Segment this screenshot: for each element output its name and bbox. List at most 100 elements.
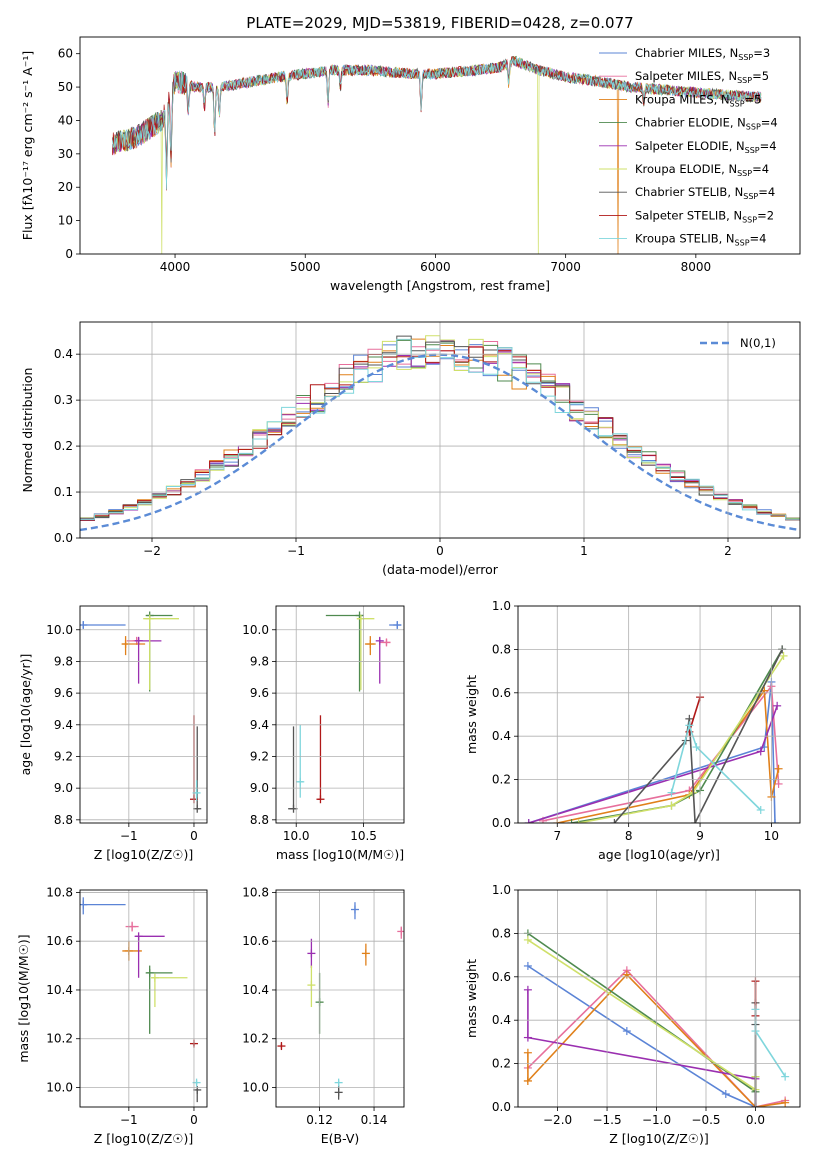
plot-area-weight-vs-age: [524, 645, 788, 823]
plot-area-spectrum: [112, 55, 762, 254]
x-axis-label: Z [log10(Z/Z☉)]: [609, 1131, 709, 1146]
x-axis-label: (data-model)/error: [382, 562, 499, 577]
panel-mass-vs-ebv: 0.12 0.14 10.0 10.2 10.4 10.6 10.8 E(B-V): [242, 885, 405, 1146]
tick-label-y: 10.0: [46, 623, 73, 637]
tick-label-y: 9.2: [54, 749, 73, 763]
tick-label-y: 50: [58, 80, 73, 94]
tick-label-y: 0.0: [492, 816, 511, 830]
tick-label-y: 9.0: [250, 781, 269, 795]
tick-label-y: 10.8: [46, 885, 73, 899]
tick-label-x: −1: [120, 1113, 138, 1127]
tick-label-y: 20: [58, 180, 73, 194]
tick-label-y: 40: [58, 113, 73, 127]
panel-weight-vs-age: 7 8 9 10 0.0 0.2 0.4 0.6 0.8 1.0 age [log10(age/yr…: [464, 599, 801, 862]
tick-label-x: 1: [580, 544, 588, 558]
tick-label-x: 0.0: [746, 1113, 765, 1127]
tick-label-y: 9.0: [54, 781, 73, 795]
legend-label: Chabrier MILES, NSSP=3: [635, 46, 770, 62]
figure-title: PLATE=2029, MJD=53819, FIBERID=0428, z=0…: [246, 14, 633, 32]
tick-label-y: 0.6: [492, 970, 511, 984]
tick-label-x: 4000: [160, 260, 191, 274]
spectrum-line: [112, 56, 762, 190]
tick-label-y: 0.0: [54, 531, 73, 545]
tick-label-x: −2.0: [543, 1113, 572, 1127]
tick-label-y: 0.8: [492, 642, 511, 656]
legend-label: Kroupa ELODIE, NSSP=4: [635, 162, 769, 178]
tick-label-y: 10.6: [242, 934, 269, 948]
legend-label: Kroupa STELIB, NSSP=4: [635, 232, 766, 248]
x-axis-label: mass [log10(M/M☉)]: [276, 847, 404, 862]
tick-label-y: 10: [58, 214, 73, 228]
tick-label-y: 9.4: [54, 718, 73, 732]
tick-label-y: 9.8: [250, 654, 269, 668]
tick-label-y: 10.0: [242, 1080, 269, 1094]
tick-label-y: 9.6: [250, 686, 269, 700]
legend-label: Kroupa MILES, NSSP=5: [635, 92, 761, 108]
y-axis-label: mass weight: [464, 959, 479, 1038]
plots-container: 4000 5000 6000 7000 80000102030405060wavelen…: [16, 36, 801, 1146]
tick-label-x: 8000: [681, 260, 712, 274]
tick-label-x: 10.0: [283, 829, 310, 843]
weight-line: [754, 1009, 786, 1078]
panel-residuals: −2 −1 0 1 2 0.0 0.1 0.2 0.3 0.4 (data-model)/error…: [20, 321, 801, 577]
tick-label-y: 1.0: [492, 599, 511, 613]
tick-label-x: 8: [625, 829, 633, 843]
tick-label-x: 7: [553, 829, 561, 843]
tick-label-y: 0.2: [54, 439, 73, 453]
weight-line: [527, 989, 757, 1107]
tick-label-y: 0.6: [492, 686, 511, 700]
tick-label-x: 0: [190, 829, 198, 843]
tick-label-y: 9.8: [54, 654, 73, 668]
panel-mass-vs-Z: −1 0 10.0 10.2 10.4 10.6 10.8 Z [log10(Z/Z☉)] ma…: [16, 885, 208, 1146]
legend: Chabrier MILES, NSSP=3 Salpeter MILES, NS…: [599, 46, 778, 248]
tick-label-y: 10.4: [242, 983, 269, 997]
tick-label-x: 2: [724, 544, 732, 558]
plot-area-mass-vs-ebv: [277, 902, 404, 1100]
y-axis-label: age [log10(age/yr)]: [18, 654, 33, 776]
tick-label-y: 0.8: [492, 926, 511, 940]
panel-age-vs-mass: 10.0 10.5 8.8 9.0 9.2 9.4 9.6 9.8 10.0 mass [log1…: [242, 605, 405, 862]
tick-label-y: 0.3: [54, 393, 73, 407]
legend: N(0,1): [700, 336, 776, 350]
plot-area-age-vs-Z: [80, 611, 202, 813]
y-axis-label: Normed distribution: [20, 368, 35, 493]
weight-line: [528, 681, 776, 823]
spectrum-line: [112, 56, 762, 254]
tick-label-x: 9: [696, 829, 704, 843]
tick-label-y: 0.2: [492, 773, 511, 787]
tick-label-y: 0.4: [492, 1013, 511, 1027]
tick-label-x: 0.14: [361, 1113, 388, 1127]
x-axis-label: Z [log10(Z/Z☉)]: [94, 847, 194, 862]
tick-label-y: 9.6: [54, 686, 73, 700]
panel-weight-vs-Z: −2.0 −1.5 −1.0 −0.5 0.0 0.0 0.2 0.4 0.6 0.8 1.0 Z […: [464, 883, 801, 1146]
tick-label-y: 60: [58, 47, 73, 61]
legend-label: N(0,1): [740, 336, 776, 350]
tick-label-x: −0.5: [691, 1113, 720, 1127]
tick-label-y: 10.8: [242, 885, 269, 899]
legend-label: Salpeter ELODIE, NSSP=4: [635, 139, 777, 155]
weight-line: [527, 965, 756, 1107]
axes-frame: [275, 605, 405, 824]
weight-line: [527, 939, 757, 1092]
tick-label-y: 9.4: [250, 718, 269, 732]
tick-label-y: 30: [58, 147, 73, 161]
tick-label-x: 0: [436, 544, 444, 558]
x-axis-label: Z [log10(Z/Z☉)]: [94, 1131, 194, 1146]
tick-label-x: −1.0: [642, 1113, 671, 1127]
tick-label-x: 10.5: [350, 829, 377, 843]
x-axis-label: age [log10(age/yr)]: [598, 847, 720, 862]
tick-label-x: −1.5: [592, 1113, 621, 1127]
tick-label-x: 0: [190, 1113, 198, 1127]
tick-label-y: 0: [65, 247, 73, 261]
tick-label-y: 8.8: [250, 813, 269, 827]
tick-label-y: 0.4: [492, 729, 511, 743]
tick-label-x: −1: [287, 544, 305, 558]
plot-area-age-vs-mass: [288, 611, 402, 813]
tick-label-y: 10.6: [46, 934, 73, 948]
tick-label-x: −1: [120, 829, 138, 843]
axes-frame: [79, 36, 801, 255]
tick-label-y: 10.0: [46, 1080, 73, 1094]
tick-label-x: 7000: [550, 260, 581, 274]
tick-label-y: 10.2: [46, 1032, 73, 1046]
tick-label-y: 10.4: [46, 983, 73, 997]
